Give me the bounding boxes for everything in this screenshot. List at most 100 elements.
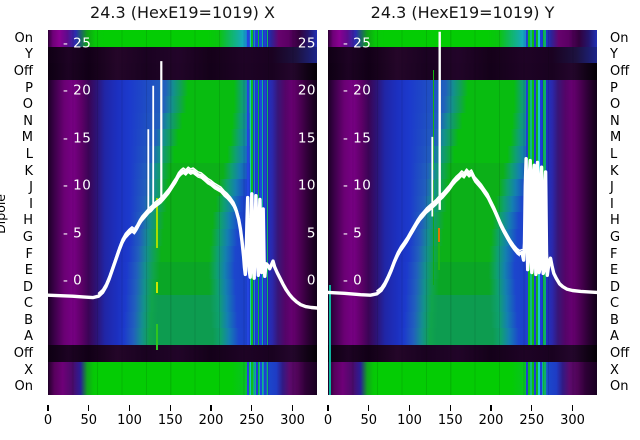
x-tick-label: 50 (80, 413, 98, 428)
x-tick-label: 200 (478, 413, 504, 428)
x-tick (531, 405, 533, 411)
heatmap-stripe (247, 30, 250, 47)
row-label-left-g: G (22, 229, 33, 245)
row-label-right-x: X (610, 362, 619, 378)
row-label-left-m: M (21, 130, 33, 146)
row-label-left-f: F (25, 246, 33, 262)
row-label-right-m: M (610, 130, 622, 146)
heatmap-stripe (255, 361, 258, 395)
x-tick (251, 405, 253, 411)
x-tick (291, 405, 294, 411)
heatmap-stripe (538, 30, 540, 47)
heatmap-artifact-line (432, 180, 434, 285)
row-label-left-c: C (23, 296, 33, 312)
x-tick-label: 50 (360, 413, 378, 428)
heatmap-artifact-line (432, 70, 434, 170)
heatmap-stripe (544, 30, 547, 47)
stripe-cluster (328, 361, 597, 395)
inner-tick-label: - 0 (343, 272, 363, 289)
heatmap-stripe (259, 361, 262, 395)
heatmap-stripe (530, 361, 532, 395)
profile-curve (118, 171, 240, 254)
row-label-right-p: P (610, 80, 618, 96)
inner-tick-label: - 10 (343, 177, 372, 194)
heatmap-stripe (249, 361, 251, 395)
x-tick-label: 250 (519, 413, 545, 428)
panel-y-title: 24.3 (HexE19=1019) Y (370, 3, 555, 22)
heatmap-stripe (534, 361, 536, 395)
heatmap-stripe (540, 361, 543, 395)
row-label-left-n: N (23, 113, 33, 129)
heatmap-stripe (534, 30, 536, 47)
heatmap-artifact-line (156, 324, 158, 350)
row-label-right-i: I (610, 196, 614, 212)
heatmap-stripe (253, 361, 256, 395)
heatmap-row-off (328, 63, 597, 80)
x-tick-label: 250 (239, 413, 265, 428)
heatmap-stripe (263, 361, 266, 395)
row-label-left-on: On (14, 30, 33, 46)
inner-tick-label: - 5 (343, 225, 363, 242)
row-label-right-o: O (610, 97, 621, 113)
x-tick-label: 0 (323, 413, 333, 428)
x-tick-label: 150 (437, 413, 463, 428)
x-tick-label: 300 (280, 413, 305, 428)
panel-x-title: 24.3 (HexE19=1019) X (90, 3, 275, 22)
x-tick-label: 150 (157, 413, 183, 428)
x-tick-label: 0 (43, 413, 53, 428)
x-tick (47, 405, 49, 411)
heatmap-stripe (531, 361, 535, 395)
heatmap-stripe (538, 361, 540, 395)
inner-tick-label: - 0 (63, 272, 83, 289)
inner-tick-label: - 10 (63, 177, 92, 194)
x-tick-label: 100 (117, 413, 142, 428)
heatmap-stripe (527, 361, 530, 395)
heatmap-artifact-line (329, 285, 332, 395)
row-label-right-l: L (610, 146, 618, 162)
heatmap-stripe (262, 30, 264, 47)
row-label-left-y: Y (25, 47, 33, 63)
inner-tick-label: - 20 (63, 83, 92, 100)
heatmap-stripe (527, 30, 530, 47)
x-tick (368, 405, 370, 411)
column-grid-overlay (328, 30, 597, 395)
heatmap-stripe (536, 30, 539, 47)
row-label-right-n: N (610, 113, 620, 129)
row-label-left-p: P (25, 80, 33, 96)
heatmap-stripe (526, 30, 528, 47)
row-label-right-off: Off (610, 346, 630, 361)
profile-curve-layer (328, 31, 597, 297)
inner-tick-label-right: 20 (297, 83, 316, 100)
heatmap-artifact-line (437, 228, 440, 242)
row-label-left-i: I (29, 196, 33, 212)
row-label-left-d: D (22, 279, 33, 295)
row-label-left-j: J (29, 180, 33, 196)
row-label-left-a: A (24, 329, 33, 345)
x-tick (490, 405, 492, 411)
x-tick (408, 405, 411, 411)
row-label-right-f: F (610, 246, 618, 262)
inner-tick-label-right: 10 (297, 177, 316, 194)
x-tick-label: 300 (560, 413, 585, 428)
inner-tick-label: - 20 (343, 83, 372, 100)
inner-tick-label: - 15 (343, 130, 372, 147)
row-label-right-y: Y (610, 47, 618, 63)
heatmap-stripe (259, 30, 262, 47)
row-label-left-off: Off (13, 346, 33, 361)
inner-tick-label: - 25 (63, 35, 92, 52)
row-label-left-off: Off (13, 64, 33, 79)
row-label-right-h: H (610, 213, 620, 229)
heatmap-artifact-line (156, 282, 158, 293)
heatmap-row-y (328, 46, 597, 64)
row-label-left-b: B (24, 312, 33, 328)
heatmap-stripe (263, 30, 266, 47)
x-tick (169, 405, 171, 411)
heatmap-stripe (544, 361, 547, 395)
inner-tick-label-right: 5 (306, 225, 316, 242)
x-tick-label: 200 (198, 413, 224, 428)
profile-curve-layer (48, 61, 317, 310)
heatmap-stripe (266, 30, 268, 47)
profile-curve (48, 168, 317, 310)
row-label-right-d: D (610, 279, 621, 295)
